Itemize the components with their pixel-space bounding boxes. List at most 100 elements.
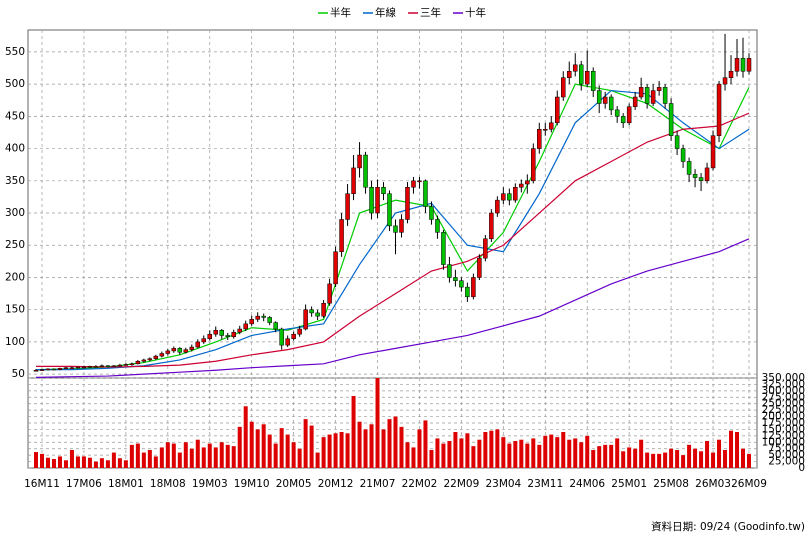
candle-body <box>147 358 153 361</box>
x-tick-label: 22M09 <box>444 478 480 490</box>
x-tick-label: 18M08 <box>150 478 186 490</box>
candle-body <box>716 83 722 136</box>
candle-body <box>135 360 141 365</box>
y2-tick-label: 125,000 <box>762 430 805 442</box>
volume-bar <box>279 428 284 468</box>
candle-body <box>435 219 440 233</box>
candle-body <box>525 180 530 185</box>
candle-body <box>578 64 584 85</box>
candle-body <box>375 186 380 214</box>
candle-body <box>45 368 51 371</box>
candle-body <box>471 277 476 298</box>
volume-bar <box>111 452 116 468</box>
volume-bar <box>639 439 644 468</box>
volume-bar <box>591 450 596 468</box>
candle-body <box>159 353 165 357</box>
volume-bar <box>51 459 56 468</box>
y2-tick-label: 50,000 <box>768 449 805 461</box>
candle-body <box>507 193 512 201</box>
candle-body <box>626 106 632 124</box>
volume-bar <box>321 437 326 468</box>
x-tick-label: 26M03 <box>695 478 731 490</box>
y2-tick-label: 100,000 <box>762 436 805 448</box>
x-tick-label: 25M01 <box>611 478 647 490</box>
candle-body <box>441 232 446 265</box>
y-tick-label: 100 <box>5 336 25 348</box>
candle-body <box>531 148 536 182</box>
candle-body <box>243 323 248 330</box>
volume-bar <box>507 443 512 468</box>
candle-body <box>231 331 236 338</box>
volume-bar <box>729 430 734 468</box>
candle-body <box>644 87 650 104</box>
candle-body <box>668 103 674 136</box>
candle-body <box>207 333 213 339</box>
volume-bar <box>153 456 158 468</box>
candle-body <box>309 309 314 314</box>
volume-bar <box>393 416 398 468</box>
candle-body <box>201 338 207 343</box>
y2-tick-label: 25,000 <box>768 456 805 468</box>
volume-bar <box>273 443 278 468</box>
ma-line <box>36 112 750 368</box>
candle-body <box>692 174 698 178</box>
candle-body <box>596 90 602 104</box>
candle-body <box>291 333 296 339</box>
candle-body <box>477 257 482 278</box>
candle-body <box>249 319 254 325</box>
volume-bar <box>39 453 44 468</box>
y-tick-label: 450 <box>5 110 25 122</box>
x-tick-label: 16M11 <box>24 478 60 490</box>
candle-body <box>710 135 716 169</box>
candle-body <box>171 348 177 352</box>
volume-bar <box>201 447 206 468</box>
volume-bar <box>129 444 134 468</box>
candle-body <box>105 365 111 368</box>
candle-body <box>549 122 554 130</box>
volume-bar <box>87 457 92 468</box>
candle-body <box>429 206 434 220</box>
y2-tick-label: 250,000 <box>762 398 805 410</box>
legend-label: 三年 <box>420 6 441 19</box>
volume-bar <box>477 439 482 468</box>
candle-body <box>195 341 201 348</box>
candle-body <box>183 349 189 353</box>
volume-bar <box>645 452 650 468</box>
candle-body <box>590 70 596 91</box>
candle-body <box>650 90 656 104</box>
ma-line <box>35 83 750 371</box>
volume-bar <box>267 434 272 468</box>
y2-tick-label: 225,000 <box>762 404 805 416</box>
volume-bar <box>183 442 188 468</box>
volume-bar <box>723 450 728 468</box>
x-tick-label: 19M10 <box>234 478 270 490</box>
candle-body <box>608 96 614 111</box>
candle-body <box>321 302 326 317</box>
y2-tick-label: 150,000 <box>762 423 805 435</box>
volume-bar <box>303 419 308 468</box>
candle-body <box>339 219 344 252</box>
candle-body <box>153 355 159 359</box>
candle-body <box>381 186 386 194</box>
candle-body <box>614 109 620 117</box>
candle-body <box>93 366 99 368</box>
volume-bar <box>465 433 470 468</box>
volume-bar <box>429 450 434 468</box>
candle-body <box>297 328 302 335</box>
volume-bar <box>519 439 524 468</box>
volume-bar <box>579 442 584 468</box>
volume-bar <box>327 434 332 468</box>
y-tick-label: 150 <box>5 304 25 316</box>
volume-bar <box>525 443 530 468</box>
candle-body <box>602 96 608 104</box>
candle-body <box>255 315 260 320</box>
candle-body <box>333 251 338 285</box>
volume-bar <box>735 432 740 468</box>
candle-body <box>285 338 290 346</box>
x-tick-label: 22M02 <box>402 478 438 490</box>
volume-bar <box>291 442 296 468</box>
volume-bar <box>483 432 488 468</box>
volume-bar <box>34 452 38 468</box>
volume-bar <box>747 453 751 468</box>
y-tick-label: 350 <box>5 175 25 187</box>
